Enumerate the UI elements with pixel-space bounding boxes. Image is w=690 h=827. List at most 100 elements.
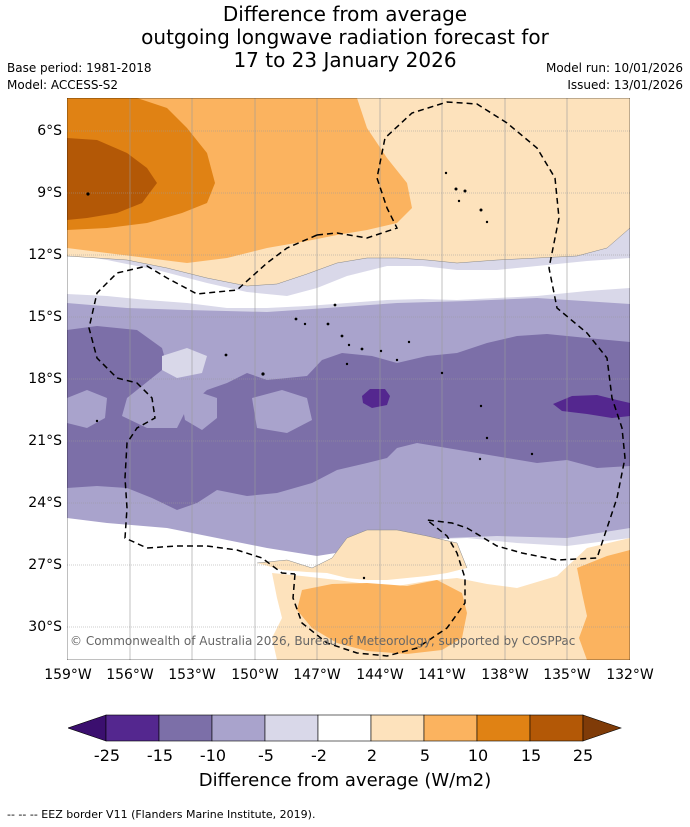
island-17 — [224, 353, 228, 357]
colorbar-tick-2: 2 — [366, 746, 378, 765]
island-27 — [362, 576, 366, 580]
contour-north-edge — [67, 227, 630, 287]
meta-right: Model run: 10/01/2026 Issued: 13/01/2026 — [546, 60, 683, 94]
anomaly-map — [67, 98, 630, 660]
title-line-2: outgoing longwave radiation forecast for — [141, 25, 549, 49]
colorbar-tick-minus25: -25 — [93, 746, 121, 765]
colorbar-bin-minus5 — [264, 714, 319, 742]
colorbar-bin-minus25 — [105, 714, 160, 742]
lon-label-150w: 150°W — [231, 667, 279, 683]
island-9 — [294, 317, 298, 321]
eez-footnote: -- -- -- EEZ border V11 (Flanders Marine… — [7, 808, 316, 821]
islands — [86, 171, 534, 580]
colorbar-tick-10: 10 — [467, 746, 489, 765]
bin-2-5-south — [257, 530, 467, 580]
lon-label-144w: 144°W — [356, 667, 404, 683]
lon-label-141w: 141°W — [418, 667, 466, 683]
colorbar-bin-2 — [370, 714, 425, 742]
bin-2-5-notch — [387, 126, 487, 188]
model-name: Model: ACCESS-S2 — [7, 78, 119, 92]
lat-label-12s: 12°S — [28, 247, 62, 263]
island-26 — [95, 419, 99, 423]
island-12 — [340, 334, 344, 338]
lat-label-18s: 18°S — [28, 371, 62, 387]
eez-french-polynesia — [316, 101, 626, 561]
lat-label-9s: 9°S — [37, 185, 62, 201]
island-1 — [86, 192, 90, 196]
bin-5-10-southeast — [577, 550, 630, 660]
colorbar-title: Difference from average (W/m2) — [198, 770, 492, 791]
lon-label-153w: 153°W — [168, 667, 216, 683]
island-21 — [440, 371, 444, 375]
lat-label-6s: 6°S — [37, 123, 62, 139]
island-2 — [444, 171, 448, 175]
island-5 — [457, 199, 461, 203]
island-16 — [407, 340, 411, 344]
copyright-text: © Commonwealth of Australia 2026, Bureau… — [70, 634, 576, 648]
colorbar-tick-15: 15 — [520, 746, 542, 765]
contour-lines — [67, 227, 630, 569]
lon-label-132w: 132°W — [606, 667, 654, 683]
eez-cook-islands — [88, 234, 318, 575]
title-line-3: 17 to 23 January 2026 — [233, 48, 457, 72]
bin-minus25-minus15-patch-2 — [553, 395, 630, 418]
lat-label-30s: 30°S — [28, 619, 62, 635]
colorbar-bin-zero — [317, 714, 372, 742]
lat-label-15s: 15°S — [28, 309, 62, 325]
island-8 — [333, 303, 337, 307]
colorbar-tick-minus2: -2 — [311, 746, 327, 765]
bin-5-10-south — [297, 580, 467, 654]
eez-borders — [88, 101, 626, 657]
bin-near-zero-north — [67, 253, 630, 308]
colorbar-tick-minus15: -15 — [146, 746, 174, 765]
bin-minus10-minus5-patch-3 — [252, 390, 312, 433]
island-18 — [261, 372, 265, 376]
colorbar-tick-minus10: -10 — [199, 746, 227, 765]
bin-minus10-minus5-patch-2 — [182, 393, 217, 430]
colorbar-tick-25: 25 — [572, 746, 594, 765]
island-13 — [347, 343, 351, 347]
issued-date: Issued: 13/01/2026 — [567, 78, 683, 92]
base-period: Base period: 1981-2018 — [7, 61, 152, 75]
title-line-1: Difference from average — [222, 2, 468, 26]
bin-minus15-minus10 — [67, 326, 630, 510]
contour-south-edge — [256, 529, 468, 569]
model-run: Model run: 10/01/2026 — [545, 61, 683, 75]
colorbar-tick-minus5: -5 — [258, 746, 274, 765]
island-19 — [345, 362, 349, 366]
colorbar-low-extension — [68, 714, 107, 742]
bin-minus5-minus2-patch — [162, 348, 207, 378]
bin-minus25-minus15-patch-1 — [362, 389, 390, 408]
lat-label-24s: 24°S — [28, 495, 62, 511]
colorbar — [68, 714, 622, 742]
meta-left: Base period: 1981-2018 Model: ACCESS-S2 — [7, 60, 152, 94]
meridians — [129, 98, 568, 660]
island-3 — [454, 187, 458, 191]
bin-2-5-southeast-lobe — [517, 593, 577, 648]
colorbar-bin-minus10 — [211, 714, 266, 742]
island-20 — [395, 358, 399, 362]
island-22 — [479, 404, 483, 408]
island-23 — [485, 436, 489, 440]
island-7 — [485, 220, 489, 224]
bin-minus10-minus5-patch-1 — [67, 390, 107, 428]
island-24 — [478, 457, 482, 461]
colorbar-high-extension — [582, 714, 622, 742]
island-10 — [303, 322, 307, 326]
colorbar-tick-5: 5 — [419, 746, 431, 765]
island-15 — [379, 349, 383, 353]
colorbar-bin-15 — [529, 714, 584, 742]
lon-label-159w: 159°W — [44, 667, 92, 683]
island-6 — [479, 208, 483, 212]
island-25 — [530, 452, 534, 456]
lon-label-147w: 147°W — [293, 667, 341, 683]
island-11 — [326, 322, 330, 326]
lat-label-21s: 21°S — [28, 433, 62, 449]
colorbar-bin-10 — [476, 714, 531, 742]
colorbar-bin-5 — [423, 714, 478, 742]
lon-label-156w: 156°W — [106, 667, 154, 683]
island-14 — [360, 347, 364, 351]
colorbar-bin-minus15 — [158, 714, 213, 742]
eez-south-loop — [292, 519, 466, 657]
lon-label-138w: 138°W — [481, 667, 529, 683]
